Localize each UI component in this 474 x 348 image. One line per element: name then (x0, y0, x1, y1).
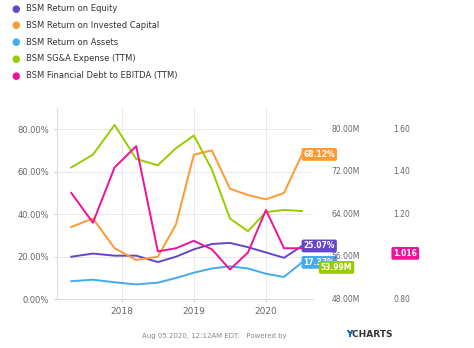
Text: 48.00M: 48.00M (332, 295, 360, 304)
Text: 56.00M: 56.00M (332, 252, 360, 261)
Text: YCHARTS: YCHARTS (346, 330, 392, 339)
Text: 0.80: 0.80 (393, 295, 410, 304)
Text: 72.00M: 72.00M (332, 167, 360, 176)
Text: ●: ● (12, 54, 20, 64)
Text: 1.016: 1.016 (393, 249, 417, 258)
Text: BSM Return on Equity: BSM Return on Equity (26, 4, 118, 13)
Text: Aug 05 2020, 12:12AM EDT.   Powered by: Aug 05 2020, 12:12AM EDT. Powered by (142, 333, 289, 339)
Text: ●: ● (12, 21, 20, 30)
Text: 64.00M: 64.00M (332, 210, 360, 219)
Text: 80.00M: 80.00M (332, 125, 360, 134)
Text: Y: Y (346, 330, 352, 339)
Text: BSM Return on Assets: BSM Return on Assets (26, 38, 118, 47)
Text: 68.12%: 68.12% (303, 150, 335, 159)
Text: 1.00: 1.00 (393, 252, 410, 261)
Text: ●: ● (12, 37, 20, 47)
Text: ●: ● (12, 71, 20, 80)
Text: 1.60: 1.60 (393, 125, 410, 134)
Text: 1.20: 1.20 (393, 210, 410, 219)
Text: BSM SG&A Expense (TTM): BSM SG&A Expense (TTM) (26, 54, 136, 63)
Text: ●: ● (12, 4, 20, 14)
Text: 17.37%: 17.37% (303, 258, 335, 267)
Text: 1.40: 1.40 (393, 167, 410, 176)
Text: 53.99M: 53.99M (321, 263, 352, 272)
Text: BSM Return on Invested Capital: BSM Return on Invested Capital (26, 21, 159, 30)
Text: BSM Financial Debt to EBITDA (TTM): BSM Financial Debt to EBITDA (TTM) (26, 71, 178, 80)
Text: 25.07%: 25.07% (303, 242, 335, 251)
